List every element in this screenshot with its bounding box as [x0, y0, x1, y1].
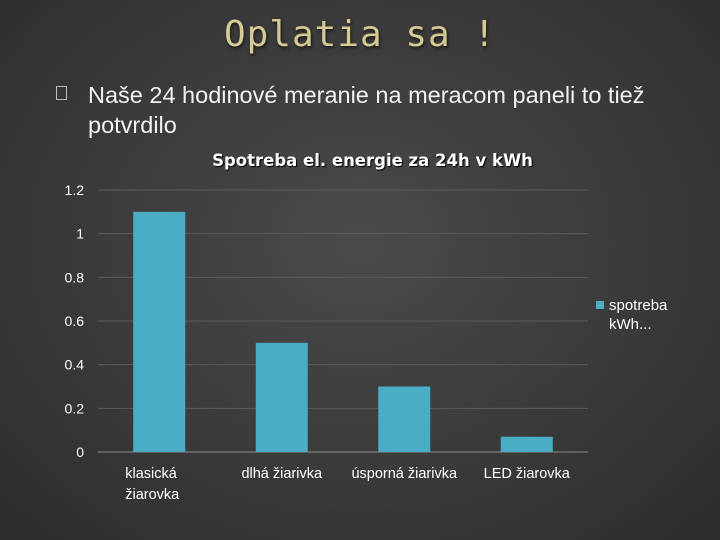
y-tick-label: 0.8: [65, 269, 85, 285]
y-tick-label: 0.2: [65, 400, 85, 416]
slide-title: Oplatia sa !: [223, 14, 497, 55]
y-tick-label: 1: [76, 226, 84, 242]
x-tick-label: úsporná žiarivka: [351, 466, 458, 482]
y-tick-label: 1.2: [65, 182, 85, 198]
x-tick-label: LED žiarovka: [484, 466, 571, 482]
legend-swatch: [596, 301, 604, 309]
bar: [500, 436, 553, 452]
bar: [378, 386, 431, 452]
bullet-text: Naše 24 hodinové meranie na meracom pane…: [88, 82, 645, 138]
y-tick-label: 0.6: [65, 313, 85, 329]
bar: [255, 342, 308, 452]
x-tick-label: klasická žiarovka: [125, 466, 180, 503]
bar: [133, 211, 186, 452]
x-tick-label: dlhá žiarivka: [241, 466, 323, 482]
legend-label: spotreba kWh...: [609, 297, 668, 333]
chart-title: Spotreba el. energie za 24h v kWh: [212, 151, 533, 170]
y-tick-label: 0: [76, 444, 84, 460]
bullet-square-icon: [56, 86, 67, 100]
y-tick-label: 0.4: [65, 357, 85, 373]
